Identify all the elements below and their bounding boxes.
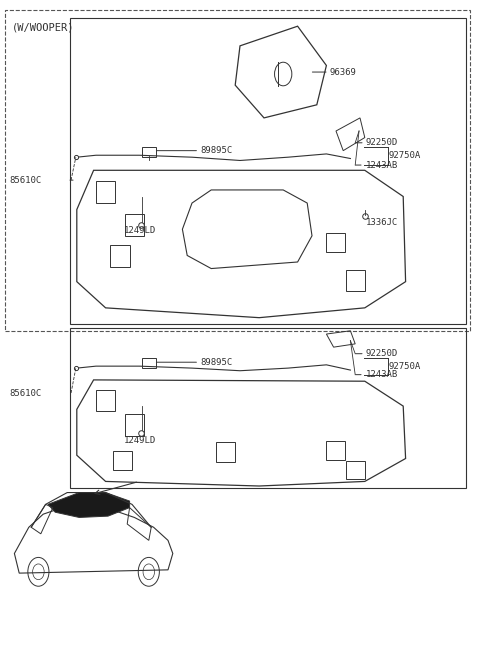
Bar — [5, 10, 470, 331]
Text: 1336JC: 1336JC — [366, 218, 398, 227]
Bar — [70, 18, 466, 324]
Text: 85610C: 85610C — [10, 176, 42, 185]
Text: 89895C: 89895C — [201, 146, 233, 155]
Text: 85610C: 85610C — [10, 388, 42, 398]
Text: 1243AB: 1243AB — [366, 160, 398, 170]
Bar — [70, 328, 466, 488]
Text: 92250D: 92250D — [366, 138, 398, 147]
Text: 1249LD: 1249LD — [124, 436, 156, 445]
Polygon shape — [48, 493, 130, 517]
Text: 92750A: 92750A — [389, 362, 421, 371]
Text: 92250D: 92250D — [366, 349, 398, 358]
Text: 1243AB: 1243AB — [366, 370, 398, 379]
Bar — [142, 147, 156, 157]
Text: 1249LD: 1249LD — [124, 226, 156, 235]
Text: (W/WOOPER): (W/WOOPER) — [12, 23, 74, 33]
Bar — [142, 358, 156, 368]
Text: 96369: 96369 — [330, 67, 357, 77]
Text: 89895C: 89895C — [201, 358, 233, 367]
Text: 92750A: 92750A — [389, 151, 421, 160]
